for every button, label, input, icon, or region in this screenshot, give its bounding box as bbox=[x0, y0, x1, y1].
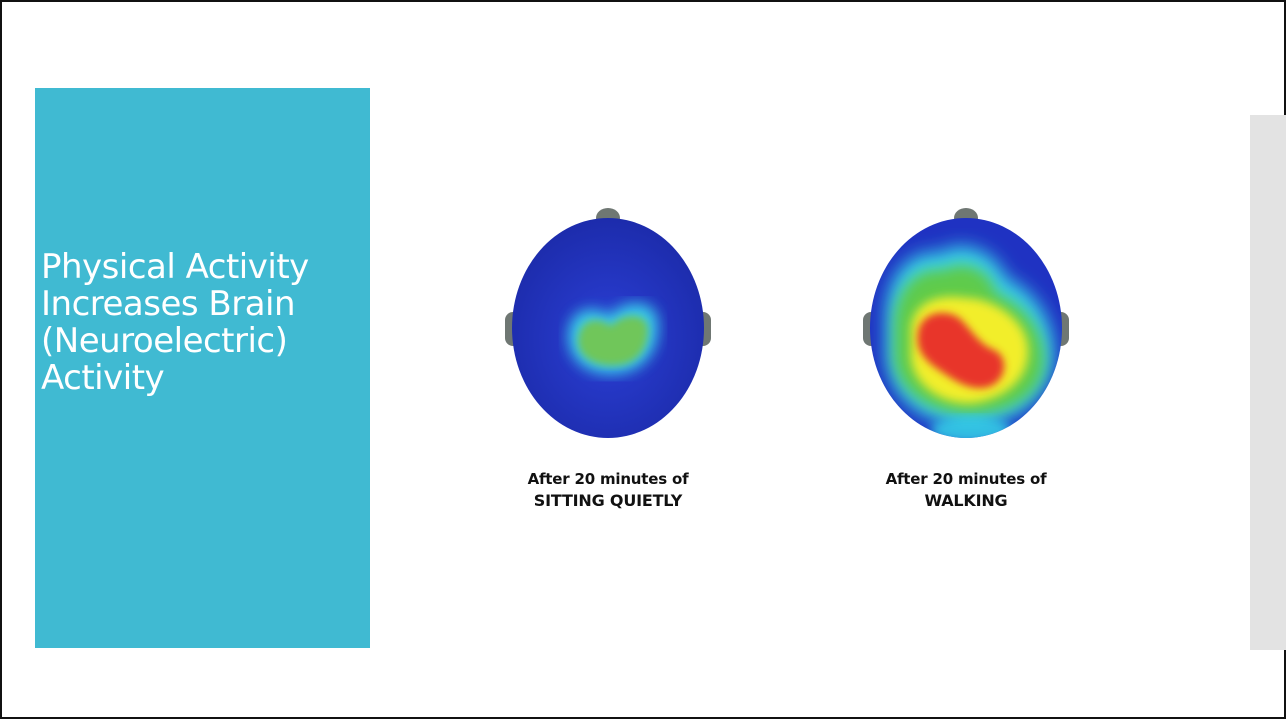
brain-heatmap-sitting bbox=[498, 198, 718, 438]
caption-walking: After 20 minutes of WALKING bbox=[846, 468, 1086, 512]
brain-heatmap-sitting-graphic bbox=[505, 208, 711, 438]
caption-sitting-line1: After 20 minutes of bbox=[527, 470, 689, 488]
title-panel: Physical Activity Increases Brain (Neuro… bbox=[35, 88, 370, 648]
slide-title: Physical Activity Increases Brain (Neuro… bbox=[41, 247, 309, 398]
caption-sitting-line2: SITTING QUIETLY bbox=[533, 491, 683, 510]
caption-sitting: After 20 minutes of SITTING QUIETLY bbox=[488, 468, 728, 512]
caption-walking-line1: After 20 minutes of bbox=[885, 470, 1047, 488]
brain-heatmap-walking-graphic bbox=[863, 208, 1069, 438]
caption-walking-line2: WALKING bbox=[924, 491, 1008, 510]
brain-heatmap-walking bbox=[856, 198, 1076, 438]
right-side-strip bbox=[1250, 115, 1286, 650]
